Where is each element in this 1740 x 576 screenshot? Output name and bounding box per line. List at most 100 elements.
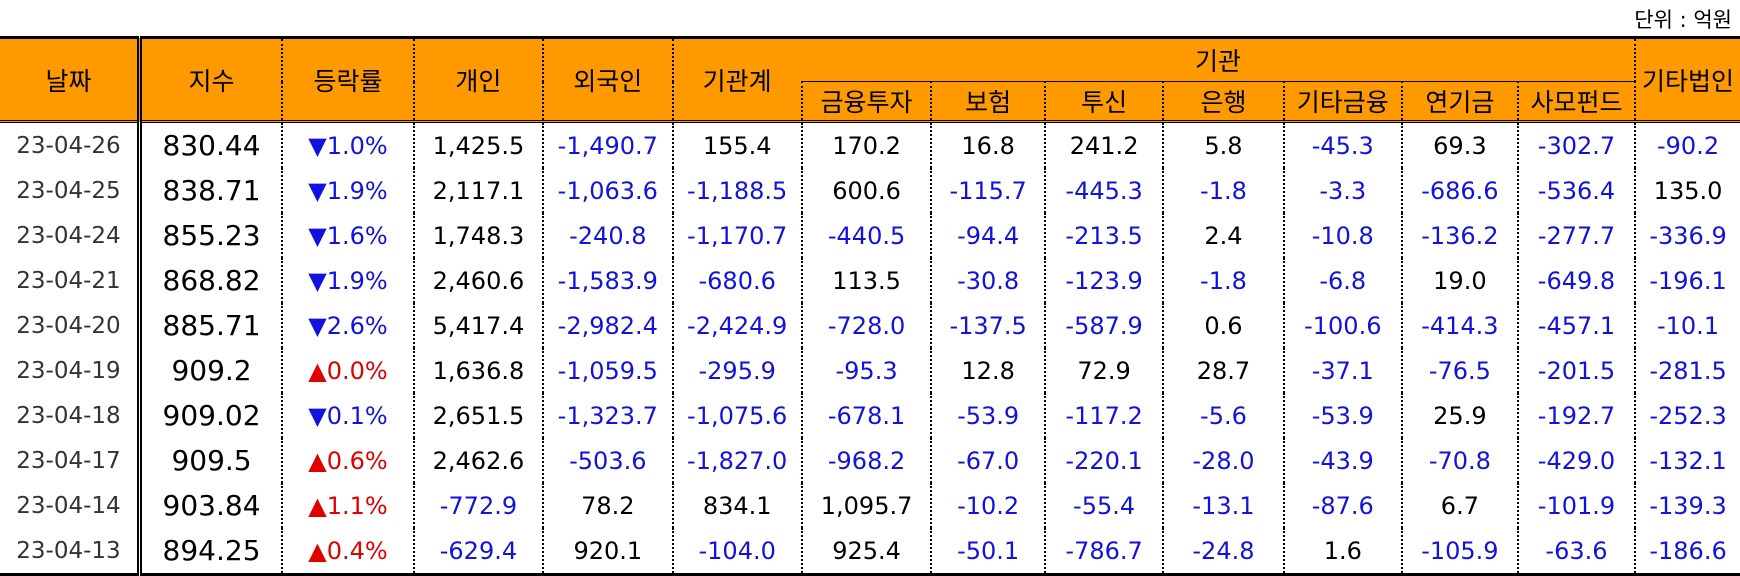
cell-index: 885.71	[136, 303, 283, 348]
cell-value: -536.4	[1516, 168, 1636, 213]
cell-value: -457.1	[1516, 303, 1636, 348]
investor-trading-table: 날짜 지수 등락률 개인 외국인 기관계 기관 기타법인 금융투자 보험 투신 …	[0, 36, 1740, 576]
down-arrow-icon: ▼	[308, 131, 327, 160]
cell-value: -115.7	[930, 168, 1045, 213]
cell-value: 600.6	[800, 168, 932, 213]
cell-index: 903.84	[136, 483, 283, 528]
cell-change: ▼1.6%	[281, 213, 414, 258]
cell-date: 23-04-25	[16, 177, 121, 204]
cell-date: 23-04-21	[16, 267, 121, 294]
cell-index: 830.44	[136, 121, 283, 168]
cell-value: -24.8	[1162, 528, 1284, 576]
cell-value: -1.8	[1162, 168, 1284, 213]
cell-value: -1,063.6	[542, 168, 673, 213]
cell-value: -680.6	[671, 258, 802, 303]
cell-value: 2,460.6	[412, 258, 544, 303]
header-change: 등락률	[281, 36, 414, 123]
cell-value: -186.6	[1634, 528, 1740, 576]
change-rate: 1.0%	[326, 131, 388, 160]
cell-value: -30.8	[930, 258, 1045, 303]
cell-value: 2,462.6	[412, 438, 544, 483]
header-inst-total: 기관계	[671, 36, 802, 123]
cell-value: -429.0	[1516, 438, 1636, 483]
cell-value: -5.6	[1162, 393, 1284, 438]
cell-value: -728.0	[800, 303, 932, 348]
cell-value: -132.1	[1634, 438, 1740, 483]
cell-value: -67.0	[930, 438, 1045, 483]
cell-value: 19.0	[1400, 258, 1518, 303]
cell-value: -2,982.4	[542, 303, 673, 348]
cell-value: -786.7	[1043, 528, 1164, 576]
change-rate: 0.1%	[326, 401, 388, 430]
down-arrow-icon: ▼	[308, 311, 327, 340]
cell-value: -302.7	[1516, 121, 1636, 168]
header-sub-financial-invest: 금융투자	[800, 81, 932, 123]
cell-value: -440.5	[800, 213, 932, 258]
cell-value: -43.9	[1282, 438, 1402, 483]
cell-value: -87.6	[1282, 483, 1402, 528]
cell-value: -1.8	[1162, 258, 1284, 303]
cell-value: -70.8	[1400, 438, 1518, 483]
header-index: 지수	[136, 36, 283, 123]
header-foreign: 외국인	[542, 36, 673, 123]
cell-value: -192.7	[1516, 393, 1636, 438]
cell-change: ▼1.0%	[281, 121, 414, 168]
table-row: 23-04-17 909.5 ▲0.6% 2,462.6 -503.6 -1,827.0-…	[0, 438, 1740, 483]
change-rate: 0.0%	[326, 356, 388, 385]
cell-value: -45.3	[1282, 121, 1402, 168]
cell-value: -2,424.9	[671, 303, 802, 348]
cell-value: -678.1	[800, 393, 932, 438]
cell-value: 6.7	[1400, 483, 1518, 528]
cell-value: -1,583.9	[542, 258, 673, 303]
cell-value: -117.2	[1043, 393, 1164, 438]
cell-date: 23-04-17	[16, 447, 121, 474]
cell-value: 78.2	[542, 483, 673, 528]
cell-value: -100.6	[1282, 303, 1402, 348]
cell-value: -445.3	[1043, 168, 1164, 213]
cell-value: 2,651.5	[412, 393, 544, 438]
cell-value: -414.3	[1400, 303, 1518, 348]
table-row: 23-04-26 830.44 ▼1.0% 1,425.5 -1,490.7 155.4 1…	[0, 121, 1740, 168]
cell-value: 834.1	[671, 483, 802, 528]
cell-date: 23-04-20	[16, 312, 121, 339]
cell-change: ▲0.6%	[281, 438, 414, 483]
cell-value: -686.6	[1400, 168, 1518, 213]
change-rate: 0.6%	[326, 446, 388, 475]
cell-index: 868.82	[136, 258, 283, 303]
cell-index: 909.5	[136, 438, 283, 483]
cell-value: -201.5	[1516, 348, 1636, 393]
cell-value: -53.9	[1282, 393, 1402, 438]
cell-value: -50.1	[930, 528, 1045, 576]
cell-value: -772.9	[412, 483, 544, 528]
cell-value: -10.2	[930, 483, 1045, 528]
cell-value: -53.9	[930, 393, 1045, 438]
cell-value: 170.2	[800, 121, 932, 168]
table-row: 23-04-21 868.82 ▼1.9% 2,460.6 -1,583.9 -680.6…	[0, 258, 1740, 303]
cell-value: 1,425.5	[412, 121, 544, 168]
cell-change: ▼2.6%	[281, 303, 414, 348]
cell-value: 16.8	[930, 121, 1045, 168]
cell-value: 155.4	[671, 121, 802, 168]
table-row: 23-04-19 909.2 ▲0.0% 1,636.8 -1,059.5 -295.9-…	[0, 348, 1740, 393]
header-individual: 개인	[412, 36, 544, 123]
cell-value: 69.3	[1400, 121, 1518, 168]
cell-value: -503.6	[542, 438, 673, 483]
cell-value: -196.1	[1634, 258, 1740, 303]
header-other-corp: 기타법인	[1634, 36, 1740, 123]
cell-value: -336.9	[1634, 213, 1740, 258]
change-rate: 1.9%	[326, 176, 388, 205]
table-row: 23-04-20 885.71 ▼2.6% 5,417.4 -2,982.4 -2,424…	[0, 303, 1740, 348]
up-arrow-icon: ▲	[308, 446, 327, 475]
cell-date: 23-04-26	[16, 132, 121, 159]
cell-value: -587.9	[1043, 303, 1164, 348]
cell-index: 909.2	[136, 348, 283, 393]
cell-value: -968.2	[800, 438, 932, 483]
table-row: 23-04-24 855.23 ▼1.6% 1,748.3 -240.8 -1,170.7…	[0, 213, 1740, 258]
cell-index: 838.71	[136, 168, 283, 213]
cell-value: 25.9	[1400, 393, 1518, 438]
cell-index: 909.02	[136, 393, 283, 438]
cell-value: -76.5	[1400, 348, 1518, 393]
up-arrow-icon: ▲	[308, 356, 327, 385]
cell-value: -649.8	[1516, 258, 1636, 303]
cell-value: -213.5	[1043, 213, 1164, 258]
